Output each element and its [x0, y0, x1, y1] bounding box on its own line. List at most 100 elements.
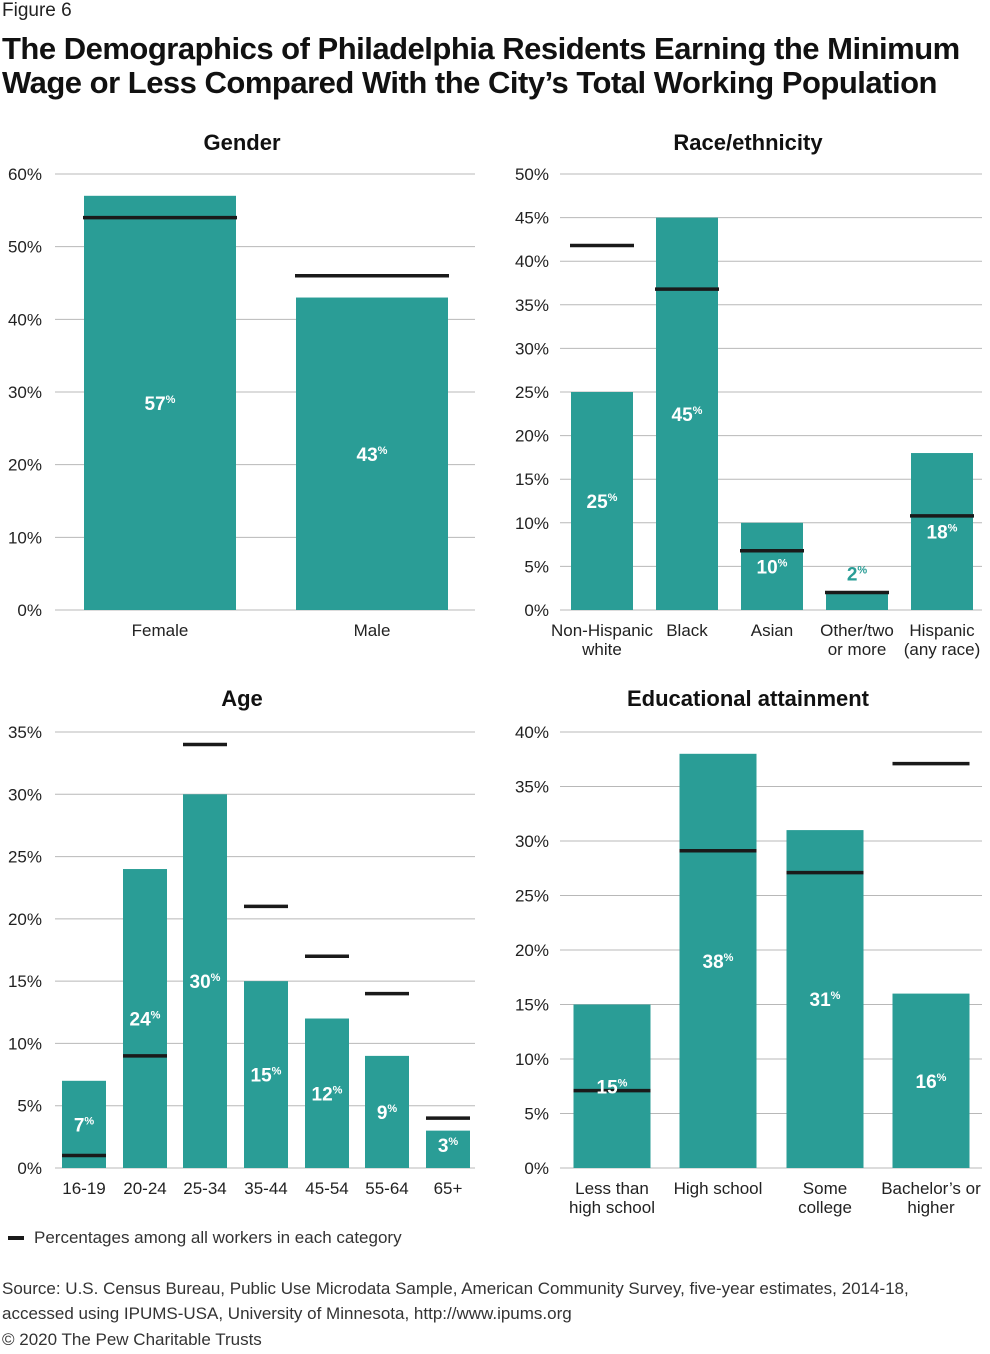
y-tick-label: 20%: [8, 910, 42, 929]
bar: [183, 794, 227, 1168]
category-label: 55-64: [365, 1179, 408, 1198]
data-label: 3%: [438, 1136, 459, 1157]
category-label: 25-34: [183, 1179, 226, 1198]
category-label: 35-44: [244, 1179, 287, 1198]
category-label: 16-19: [62, 1179, 105, 1198]
bar: [656, 217, 718, 610]
y-tick-label: 40%: [515, 252, 549, 271]
category-label: higher: [907, 1198, 955, 1217]
bar: [296, 297, 448, 610]
y-tick-label: 50%: [8, 238, 42, 257]
bar: [426, 1130, 470, 1168]
panel-title: Educational attainment: [627, 686, 870, 711]
bar: [911, 453, 973, 610]
y-tick-label: 30%: [8, 383, 42, 402]
category-label: 20-24: [123, 1179, 166, 1198]
y-tick-label: 15%: [515, 470, 549, 489]
y-tick-label: 30%: [8, 785, 42, 804]
y-tick-label: 15%: [8, 972, 42, 991]
panel-title: Race/ethnicity: [673, 130, 823, 155]
bar: [571, 392, 633, 610]
y-tick-label: 5%: [17, 1097, 42, 1116]
bar: [62, 1080, 106, 1168]
figure-label: Figure 6: [2, 0, 72, 21]
data-label: 38%: [703, 952, 734, 973]
data-label: 45%: [672, 405, 703, 426]
category-label: college: [798, 1198, 852, 1217]
category-label: Hispanic: [909, 621, 975, 640]
category-label: High school: [674, 1179, 763, 1198]
data-label: 12%: [312, 1084, 343, 1105]
y-tick-label: 0%: [17, 601, 42, 620]
panel-title: Gender: [203, 130, 280, 155]
data-label: 7%: [74, 1115, 95, 1136]
category-label: Bachelor’s or: [881, 1179, 981, 1198]
category-label: 45-54: [305, 1179, 348, 1198]
bar: [84, 195, 236, 611]
y-tick-label: 30%: [515, 339, 549, 358]
category-label: Other/two: [820, 621, 894, 640]
y-tick-label: 0%: [17, 1159, 42, 1178]
y-tick-label: 35%: [8, 723, 42, 742]
bar: [741, 522, 803, 610]
y-tick-label: 0%: [524, 1159, 549, 1178]
category-label: Male: [354, 621, 391, 640]
category-label: (any race): [904, 640, 981, 659]
y-tick-label: 40%: [515, 723, 549, 742]
category-label: Less than: [575, 1179, 649, 1198]
category-label: high school: [569, 1198, 655, 1217]
category-label: Female: [132, 621, 189, 640]
bar: [365, 1055, 409, 1168]
y-tick-label: 25%: [515, 383, 549, 402]
bar: [892, 993, 970, 1168]
y-tick-label: 0%: [524, 601, 549, 620]
data-label: 10%: [757, 557, 788, 578]
y-tick-label: 25%: [515, 887, 549, 906]
data-label: 24%: [130, 1010, 161, 1031]
bar: [123, 869, 167, 1168]
y-tick-label: 45%: [515, 209, 549, 228]
bar: [826, 592, 888, 610]
category-label: Asian: [751, 621, 794, 640]
y-tick-label: 15%: [515, 996, 549, 1015]
data-label: 31%: [810, 990, 841, 1011]
bar: [244, 981, 288, 1168]
y-tick-label: 30%: [515, 832, 549, 851]
data-label: 2%: [847, 565, 868, 586]
y-tick-label: 10%: [8, 528, 42, 547]
data-label: 30%: [190, 972, 221, 993]
data-label: 43%: [357, 445, 388, 466]
data-label: 25%: [587, 492, 618, 513]
category-label: 65+: [434, 1179, 463, 1198]
legend-label: Percentages among all workers in each ca…: [34, 1228, 402, 1247]
source-note: Source: U.S. Census Bureau, Public Use M…: [2, 1279, 909, 1323]
copyright: © 2020 The Pew Charitable Trusts: [2, 1330, 262, 1349]
y-tick-label: 20%: [515, 427, 549, 446]
y-tick-label: 5%: [524, 557, 549, 576]
data-label: 16%: [916, 1072, 947, 1093]
data-label: 15%: [597, 1077, 628, 1098]
y-tick-label: 50%: [515, 165, 549, 184]
category-label: white: [581, 640, 622, 659]
y-tick-label: 5%: [524, 1105, 549, 1124]
panel-title: Age: [221, 686, 263, 711]
y-tick-label: 60%: [8, 165, 42, 184]
y-tick-label: 10%: [515, 1050, 549, 1069]
reference-line-swatch: [8, 1236, 24, 1240]
bar: [305, 1018, 349, 1168]
bar: [786, 830, 864, 1168]
category-label: Black: [666, 621, 708, 640]
y-tick-label: 35%: [515, 778, 549, 797]
data-label: 9%: [377, 1103, 398, 1124]
data-label: 18%: [927, 523, 958, 544]
y-tick-label: 40%: [8, 310, 42, 329]
legend: Percentages among all workers in each ca…: [8, 1228, 402, 1248]
y-tick-label: 35%: [515, 296, 549, 315]
bar: [679, 753, 757, 1168]
category-label: or more: [828, 640, 887, 659]
data-label: 57%: [145, 394, 176, 415]
category-label: Some: [803, 1179, 847, 1198]
y-tick-label: 10%: [8, 1034, 42, 1053]
category-label: Non-Hispanic: [551, 621, 654, 640]
